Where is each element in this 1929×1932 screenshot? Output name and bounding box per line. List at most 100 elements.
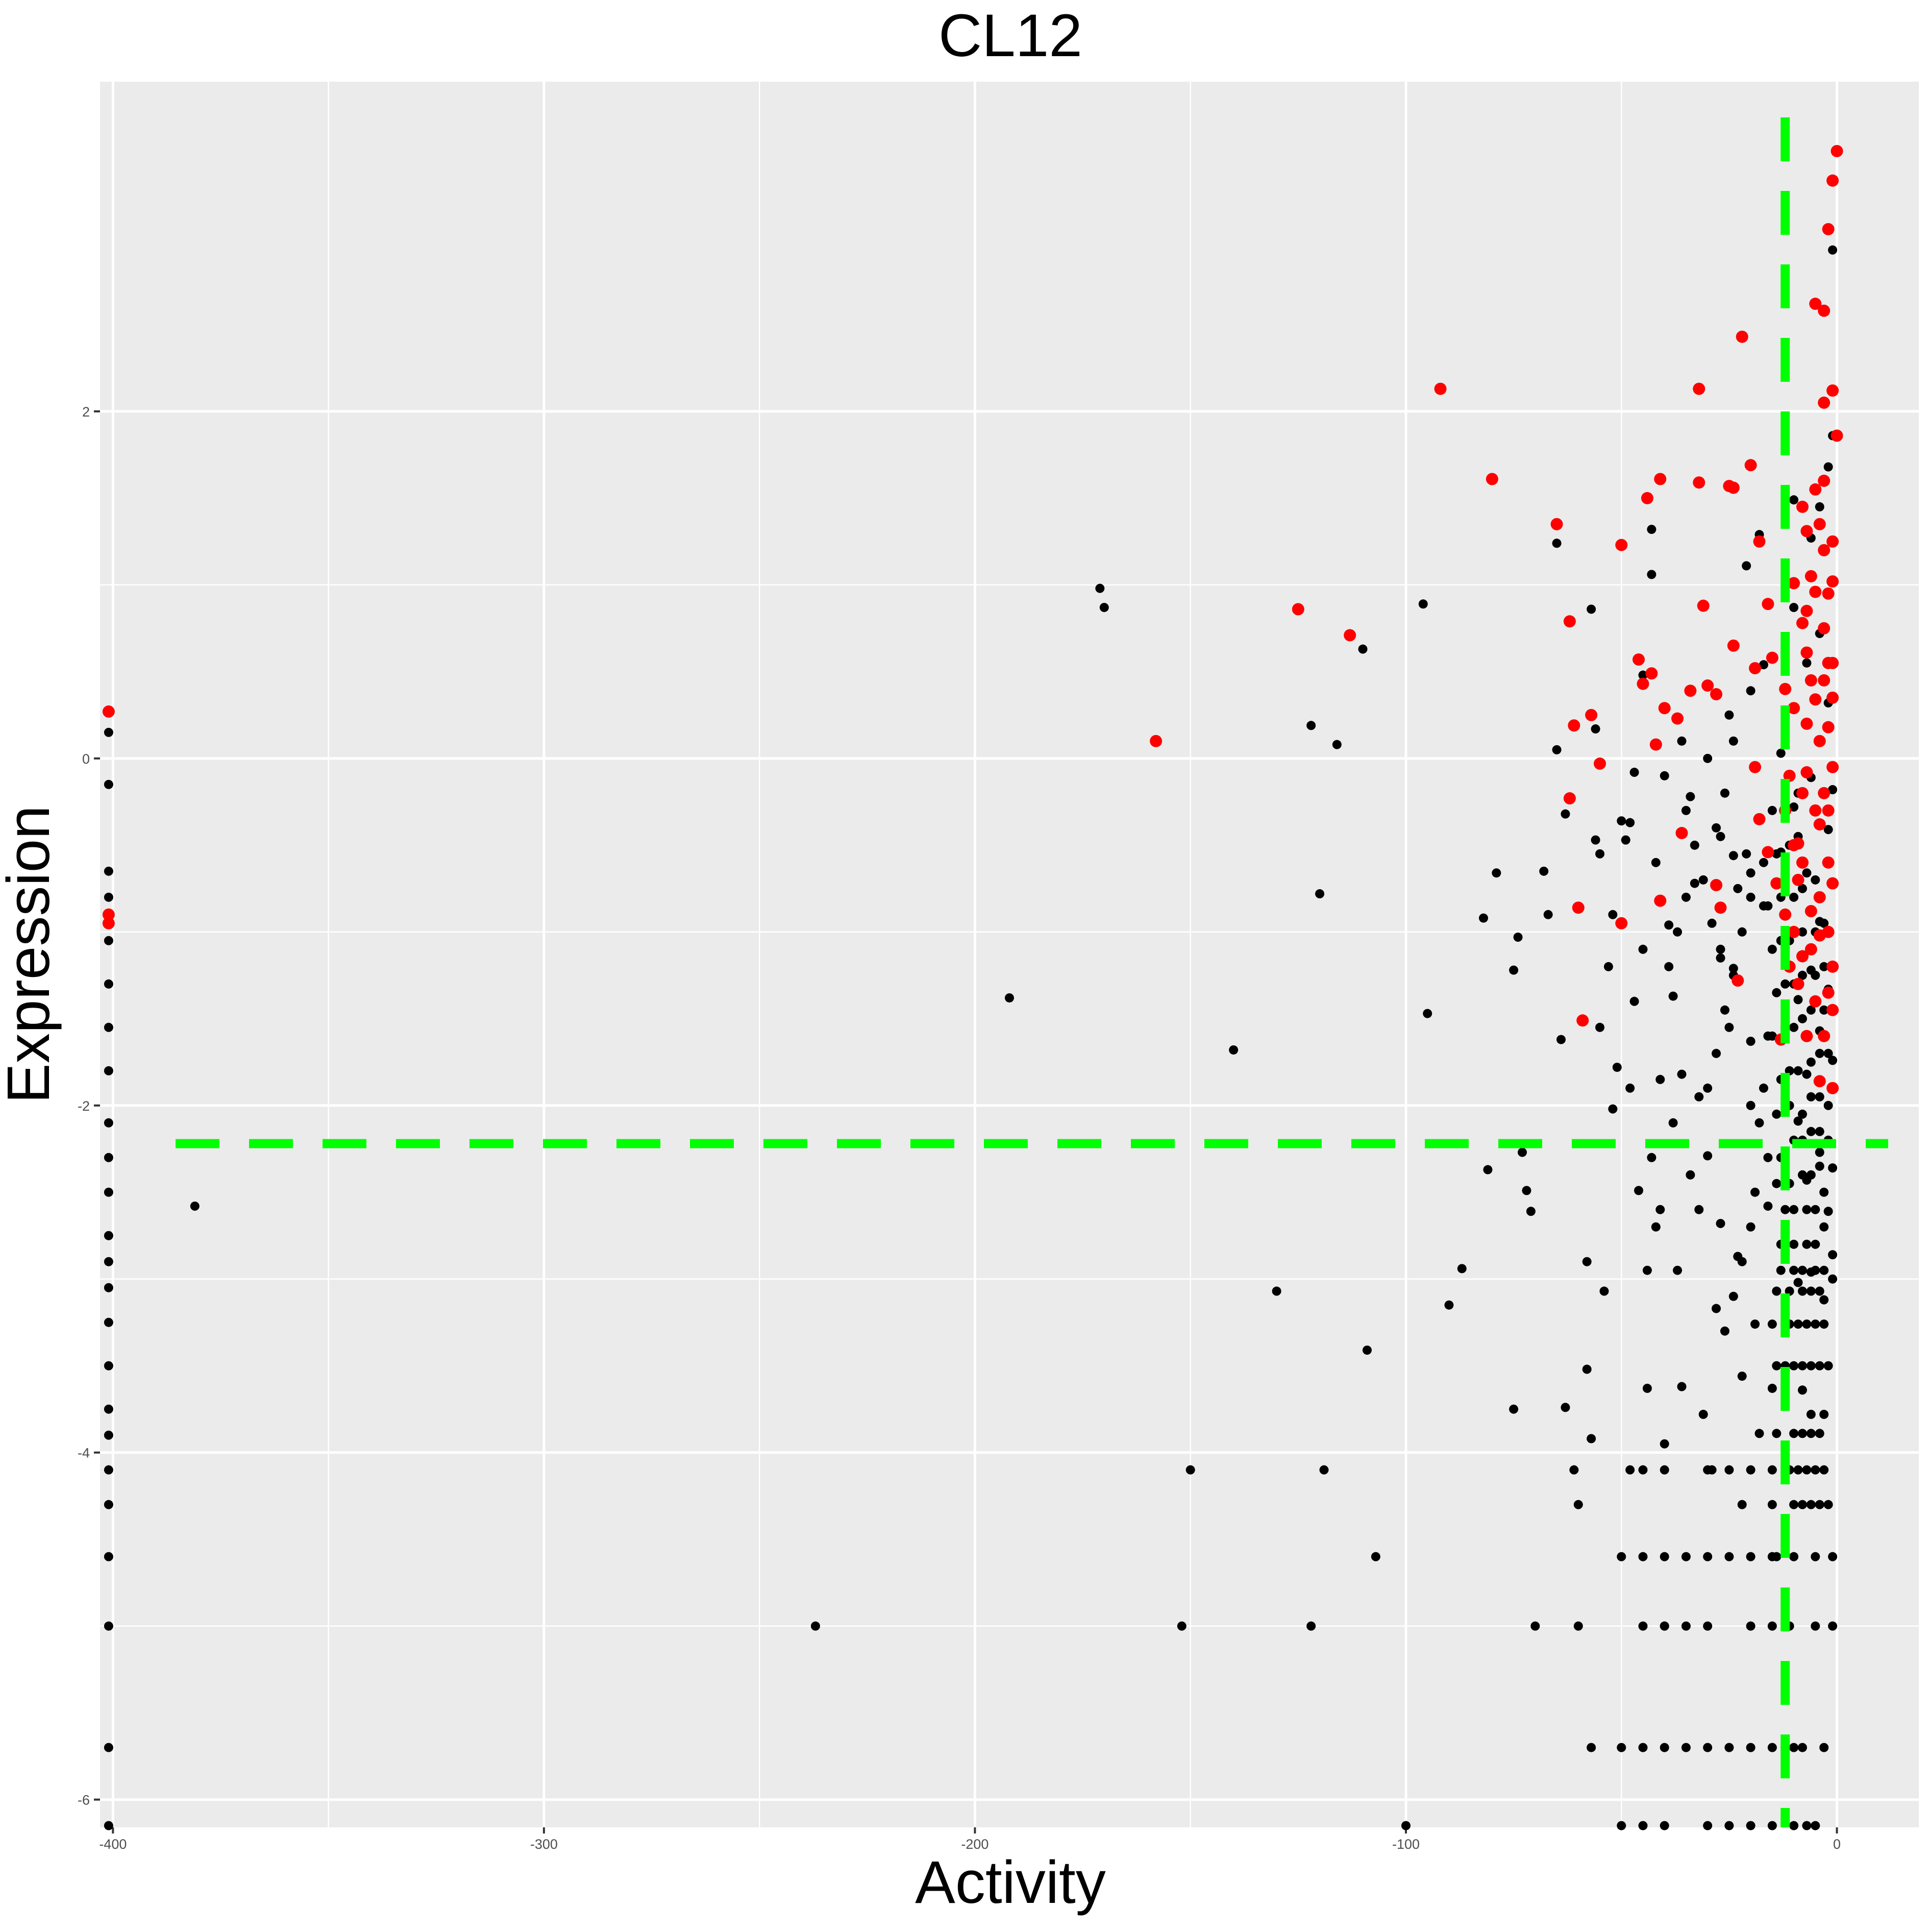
data-point-black [1767,1743,1777,1752]
data-point-red [1675,827,1688,840]
data-point-black [1811,1265,1820,1275]
data-point-black [1780,1205,1790,1214]
data-point-black [1556,1035,1566,1044]
data-point-black [1776,1265,1786,1275]
data-point-black [104,1153,113,1162]
data-point-red [1585,708,1598,721]
data-point-black [1716,953,1725,963]
data-point-black [1509,965,1519,975]
data-point-black [1776,748,1786,758]
data-point-red [1292,603,1304,616]
data-point-black [1095,583,1105,593]
data-point-black [1767,1383,1777,1393]
data-point-red [1749,761,1762,773]
data-point-black [1591,724,1600,734]
data-point-black [1772,1286,1782,1296]
data-point-black [1694,1205,1704,1214]
data-point-red [1826,384,1839,397]
data-point-red [1804,674,1817,687]
data-point-black [1789,802,1799,812]
data-point-red [1615,917,1628,930]
data-point-black [1802,868,1812,878]
data-point-black [1591,835,1600,845]
data-point-red [1809,298,1822,310]
data-point-black [1703,753,1713,763]
data-point-red [1813,735,1826,747]
data-point-black [1625,1083,1635,1093]
data-point-black [1754,1429,1764,1438]
data-point-black [1638,1465,1648,1475]
data-point-black [1746,1222,1755,1232]
data-point-black [1617,1743,1626,1752]
data-point-black [1603,962,1613,971]
data-point-black [1802,1465,1812,1475]
data-point-black [1793,1465,1803,1475]
data-point-black [104,1118,113,1128]
data-point-red [1826,960,1839,973]
data-point-black [104,1066,113,1075]
data-point-red [1572,901,1585,914]
threshold-lines [176,117,1888,1827]
data-point-red [1826,691,1839,704]
data-point-black [1754,1118,1764,1128]
x-tick-label: -100 [1392,1837,1420,1852]
data-point-black [1371,1552,1380,1561]
data-point-black [1595,849,1605,859]
data-point-black [1797,1743,1807,1752]
data-point-red [1818,1030,1831,1042]
data-point-black [1737,927,1747,937]
data-point-black [1651,1222,1661,1232]
y-tick-label: -4 [78,1446,90,1461]
data-point-black [1573,1500,1583,1509]
data-point-black [1703,1083,1713,1093]
data-point-red [1762,598,1774,610]
data-point-black [1617,1552,1626,1561]
data-point-red [102,908,115,921]
data-point-red [1813,891,1826,903]
data-point-black [1306,721,1316,730]
data-point-red [1434,382,1447,395]
data-point-black [1660,1465,1669,1475]
data-point-black [1819,1743,1829,1752]
data-point-black [1698,1409,1708,1419]
data-point-black [1690,878,1699,888]
data-point-black [1767,1319,1777,1329]
data-point-black [1806,1092,1816,1102]
data-point-black [1582,1257,1592,1266]
data-point-red [1822,223,1835,235]
data-point-red [1818,544,1831,556]
data-point-red [1822,587,1835,600]
data-point-black [1815,1092,1824,1102]
data-point-red [1831,429,1843,442]
data-point-red [1800,525,1813,537]
data-point-red [102,917,115,930]
y-axis-title: Expression [0,805,62,1104]
y-axis: -6 -4 -2 0 2 [78,404,100,1808]
data-point-black [1767,1500,1777,1509]
data-point-black [1811,1239,1820,1249]
data-point-black [1177,1621,1186,1631]
data-point-black [1811,1319,1820,1329]
data-point-black [104,936,113,945]
data-point-black [1763,901,1773,911]
data-point-black [1806,1286,1816,1296]
data-point-red [1818,622,1831,634]
data-point-black [104,1283,113,1292]
data-point-black [1518,1147,1527,1157]
data-point-black [1444,1300,1454,1310]
data-point-red [1762,846,1774,859]
data-point-black [104,1187,113,1197]
data-point-black [1789,1239,1799,1249]
data-point-black [1793,1116,1803,1126]
data-point-red [1800,604,1813,617]
data-point-red [1637,677,1649,690]
data-point-black [1673,1265,1683,1275]
data-point-black [1647,525,1656,534]
data-point-red [1818,304,1831,317]
data-point-black [1806,1409,1816,1419]
data-point-black [1716,944,1725,954]
data-point-red [1714,901,1727,914]
data-point-black [1797,1014,1807,1023]
